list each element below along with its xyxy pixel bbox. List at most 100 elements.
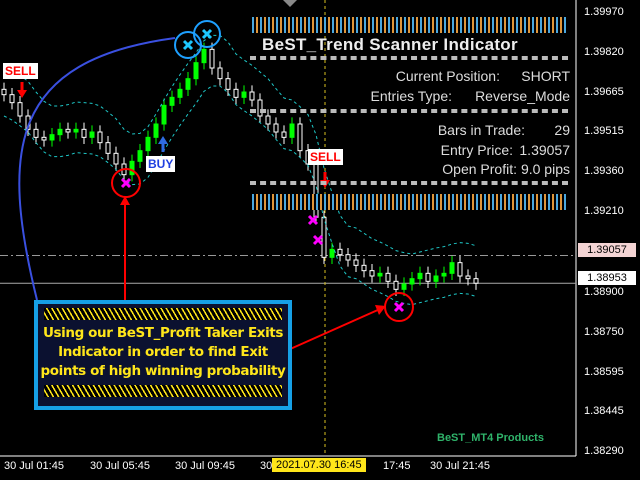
candle xyxy=(129,160,135,176)
candle xyxy=(353,259,359,266)
entry-price-value: 1.39057 xyxy=(519,142,570,158)
candle xyxy=(65,128,71,133)
exit-x-icon xyxy=(182,39,194,51)
candle xyxy=(385,272,391,282)
bars-in-trade-label: Bars in Trade: xyxy=(437,122,525,138)
candle xyxy=(425,272,431,282)
upper-band xyxy=(3,34,477,255)
candle xyxy=(273,123,279,133)
buy-signal-label: BUY xyxy=(146,156,176,172)
candle xyxy=(73,128,79,133)
candle xyxy=(433,275,439,282)
x-tick: 30 Jul 09:45 xyxy=(175,460,235,472)
entries-type-value: Reverse_Mode xyxy=(475,88,570,104)
exit-x-icon xyxy=(393,301,405,313)
candle xyxy=(465,275,471,280)
pointer-line xyxy=(287,308,381,351)
candle xyxy=(441,272,447,277)
candle xyxy=(105,142,111,154)
candle xyxy=(81,128,87,138)
y-tick: 1.38595 xyxy=(584,366,624,378)
candle xyxy=(249,91,255,101)
y-tick: 1.39970 xyxy=(584,6,624,18)
candle xyxy=(9,94,15,104)
y-tick: 1.38290 xyxy=(584,445,624,457)
candle xyxy=(17,102,23,117)
entries-type-label: Entries Type: xyxy=(370,88,452,104)
candle xyxy=(113,152,119,165)
candle xyxy=(97,131,103,144)
x-tick: 30 xyxy=(260,460,273,472)
exit-x-icon xyxy=(312,234,324,246)
candle xyxy=(377,272,383,277)
candle xyxy=(473,278,479,284)
watermark: BeST_MT4 Products xyxy=(437,432,544,444)
sell-signal-label: SELL xyxy=(3,63,38,79)
panel-divider xyxy=(250,56,568,60)
panel-title: BeST_Trend Scanner Indicator xyxy=(262,35,518,54)
exit-x-icon xyxy=(120,177,132,189)
annotation-box: Using our BeST_Profit Taker Exits Indica… xyxy=(34,300,292,410)
candle xyxy=(169,96,175,106)
entry-price-tag: 1.39057 xyxy=(578,243,636,257)
arrowhead-icon xyxy=(120,196,130,205)
hatch-divider xyxy=(44,385,282,397)
annotation-line: Using our BeST_Profit Taker Exits xyxy=(42,325,283,341)
candle xyxy=(89,131,95,138)
candle xyxy=(153,123,159,138)
bars-in-trade-value: 29 xyxy=(554,122,570,138)
candle xyxy=(41,136,47,141)
position-label: Current Position: xyxy=(395,68,500,84)
annotation-line: points of high winning probability xyxy=(40,363,286,379)
x-tick: 30 Jul 21:45 xyxy=(430,460,490,472)
shift-marker-icon xyxy=(283,0,297,7)
highlight-circle xyxy=(193,20,221,48)
sell-arrow-icon xyxy=(17,82,27,98)
lower-band xyxy=(3,85,477,306)
candle xyxy=(233,88,239,98)
candle xyxy=(361,264,367,272)
candle xyxy=(401,283,407,290)
candle xyxy=(241,91,247,98)
y-tick: 1.39210 xyxy=(584,205,624,217)
y-tick: 1.39360 xyxy=(584,165,624,177)
candle xyxy=(457,262,463,277)
pointer-curve xyxy=(18,37,176,301)
y-tick: 1.38900 xyxy=(584,286,624,298)
y-tick: 1.38750 xyxy=(584,326,624,338)
candle xyxy=(57,128,63,136)
candle xyxy=(345,254,351,261)
current-price-tag: 1.38953 xyxy=(578,271,636,285)
sell-signal-label: SELL xyxy=(308,149,343,165)
sell-arrow-icon xyxy=(320,172,330,188)
x-tick: 30 Jul 01:45 xyxy=(4,460,64,472)
candle xyxy=(265,115,271,125)
panel-divider xyxy=(250,181,568,185)
candle xyxy=(257,99,263,117)
candle xyxy=(449,262,455,274)
candle xyxy=(417,272,423,280)
highlight-circle xyxy=(111,168,141,198)
candle xyxy=(409,278,415,285)
y-tick: 1.39820 xyxy=(584,46,624,58)
x-tick: 30 Jul 05:45 xyxy=(90,460,150,472)
candle xyxy=(177,88,183,98)
candle xyxy=(137,150,143,162)
candle xyxy=(281,131,287,138)
panel-stripes-top xyxy=(252,17,568,33)
buy-arrow-icon xyxy=(158,136,168,152)
candle xyxy=(33,128,39,138)
position-value: SHORT xyxy=(521,68,570,84)
panel-stripes-bottom xyxy=(252,194,568,210)
entry-price-label: Entry Price: xyxy=(440,142,513,158)
open-profit-value: 9.0 pips xyxy=(520,161,570,177)
candle xyxy=(329,248,335,258)
y-tick: 1.39515 xyxy=(584,125,624,137)
candle xyxy=(145,136,151,152)
candle xyxy=(289,123,295,138)
x-tick: 17:45 xyxy=(383,460,411,472)
exit-x-icon xyxy=(201,28,213,40)
open-profit-label: Open Profit: xyxy=(442,161,517,177)
candle xyxy=(393,280,399,290)
